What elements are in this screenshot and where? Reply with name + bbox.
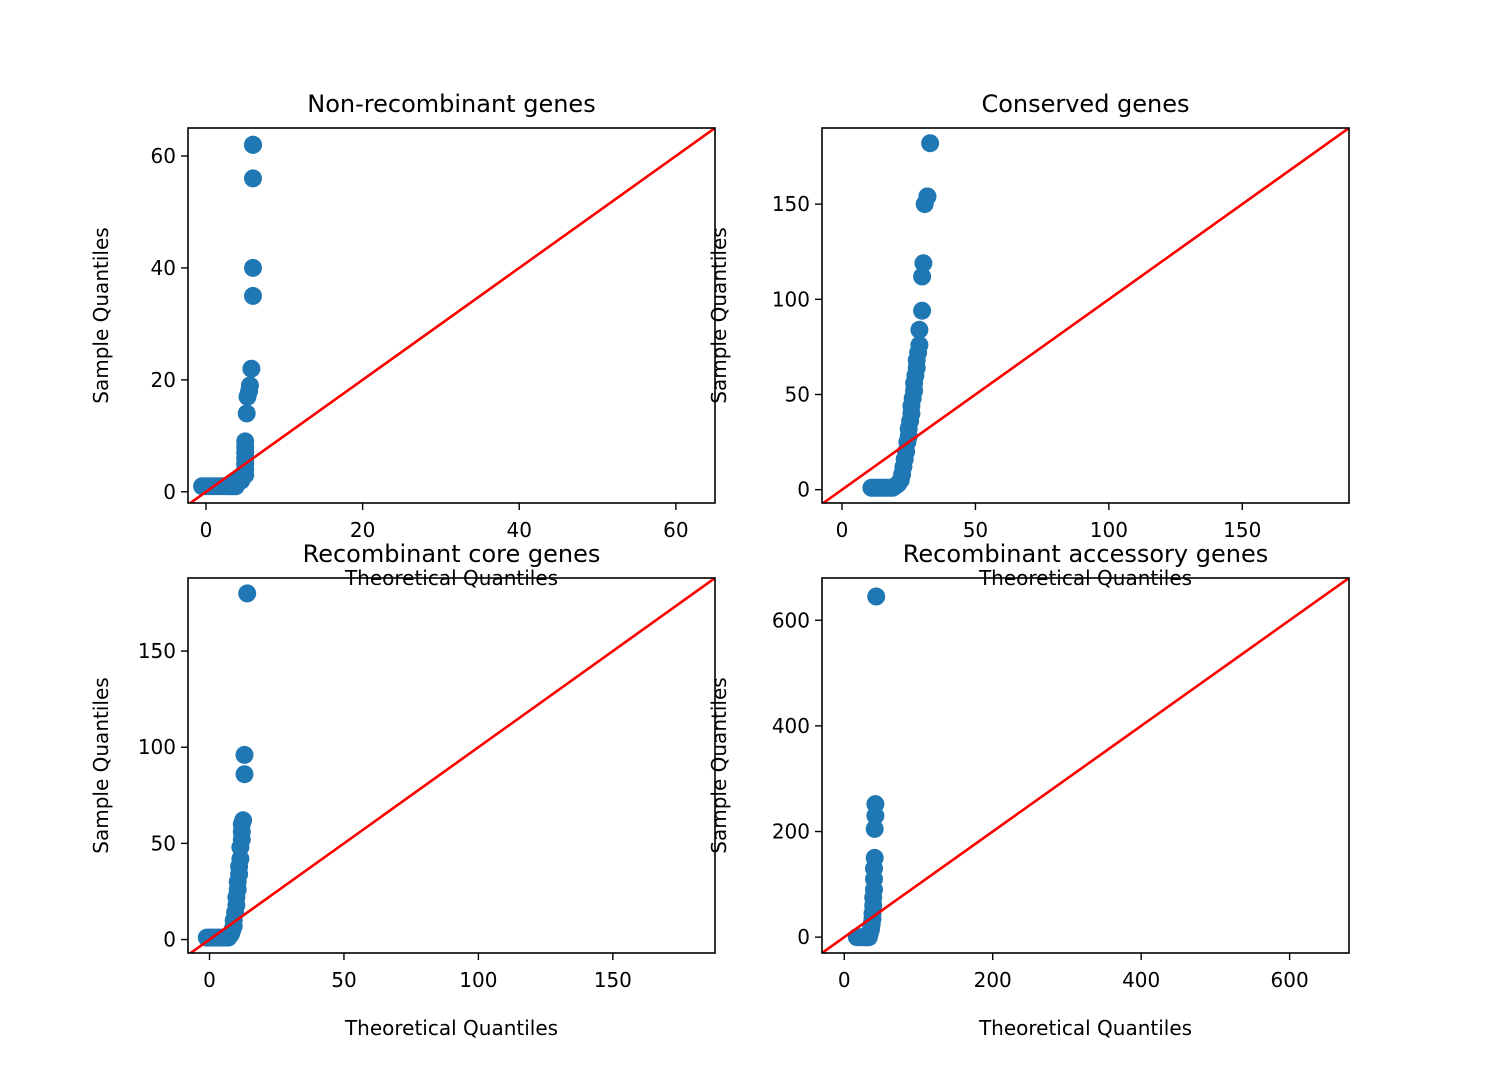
data-point: [235, 765, 254, 784]
data-point: [238, 584, 257, 603]
data-point: [914, 254, 933, 273]
y-tick-label: 50: [785, 382, 810, 406]
data-point: [913, 301, 932, 320]
y-axis-label: Sample Quantiles: [89, 227, 113, 403]
x-tick-label: 50: [963, 518, 988, 542]
reference-line-group: [188, 578, 715, 953]
x-tick-label: 0: [200, 518, 213, 542]
reference-line: [822, 578, 1349, 953]
y-tick-label: 150: [772, 192, 810, 216]
x-tick-label: 150: [1223, 518, 1261, 542]
data-point: [234, 811, 253, 830]
data-point: [237, 404, 256, 423]
x-tick-label: 100: [1090, 518, 1128, 542]
data-point: [865, 848, 884, 867]
y-tick-label: 0: [797, 925, 810, 949]
y-tick-label: 0: [797, 478, 810, 502]
x-tick-label: 50: [331, 968, 356, 992]
y-tick-label: 100: [138, 735, 176, 759]
x-tick-label: 40: [507, 518, 532, 542]
data-points: [193, 135, 262, 496]
y-axis-label: Sample Quantiles: [707, 227, 731, 403]
y-tick-label: 100: [772, 287, 810, 311]
y-axis-label: Sample Quantiles: [89, 677, 113, 853]
y-tick-label: 50: [151, 831, 176, 855]
x-tick-label: 60: [663, 518, 688, 542]
data-point: [910, 320, 929, 339]
data-point: [235, 745, 254, 764]
axes-frame: [821, 577, 1350, 954]
x-axis-label: Theoretical Quantiles: [978, 1016, 1192, 1040]
y-tick-label: 150: [138, 639, 176, 663]
panel-title: Non-recombinant genes: [307, 90, 595, 118]
x-tick-label: 0: [836, 518, 849, 542]
data-points: [197, 584, 257, 947]
x-tick-label: 0: [203, 968, 216, 992]
y-axis-label: Sample Quantiles: [707, 677, 731, 853]
y-tick-label: 60: [151, 144, 176, 168]
data-point: [244, 135, 262, 154]
reference-line-group: [822, 578, 1349, 953]
x-tick-label: 100: [459, 968, 497, 992]
data-point: [866, 795, 885, 814]
data-point: [867, 587, 886, 606]
y-tick-label: 0: [163, 480, 176, 504]
data-point: [918, 187, 937, 206]
data-point: [244, 258, 262, 277]
axes-frame: [187, 127, 716, 504]
reference-line-group: [822, 128, 1349, 503]
reference-line: [822, 128, 1349, 503]
data-point: [244, 169, 262, 188]
data-point: [240, 376, 259, 395]
data-point: [244, 286, 262, 305]
panel-title: Recombinant accessory genes: [903, 540, 1268, 568]
panel-title: Recombinant core genes: [303, 540, 601, 568]
x-tick-label: 0: [838, 968, 851, 992]
data-point: [910, 336, 929, 354]
data-point: [865, 819, 884, 838]
y-tick-label: 40: [151, 256, 176, 280]
y-tick-label: 200: [772, 820, 810, 844]
x-tick-label: 400: [1122, 968, 1160, 992]
x-tick-label: 150: [594, 968, 632, 992]
axes-frame: [187, 577, 716, 954]
y-tick-label: 20: [151, 368, 176, 392]
data-point: [921, 134, 940, 153]
x-tick-label: 200: [974, 968, 1012, 992]
data-point: [242, 359, 261, 378]
panel-recombinant-accessory: 0 200 400 600 0 200 400 600 Recombinant accessor…: [707, 540, 1350, 1040]
x-tick-label: 600: [1271, 968, 1309, 992]
reference-line: [188, 128, 715, 503]
panel-recombinant-core: 0 50 100 150 0 50 100 150 Recombinant core genes…: [89, 540, 716, 1040]
reference-line: [188, 578, 715, 953]
data-points: [862, 134, 940, 497]
panel-title: Conserved genes: [981, 90, 1189, 118]
y-tick-label: 400: [772, 714, 810, 738]
data-point: [236, 432, 255, 451]
data-points: [847, 587, 886, 947]
y-tick-label: 600: [772, 608, 810, 632]
x-tick-label: 20: [350, 518, 375, 542]
reference-line-group: [188, 128, 715, 503]
axes-frame: [821, 127, 1350, 504]
x-axis-label: Theoretical Quantiles: [344, 1016, 558, 1040]
y-tick-label: 0: [163, 928, 176, 952]
data-point: [913, 267, 932, 286]
